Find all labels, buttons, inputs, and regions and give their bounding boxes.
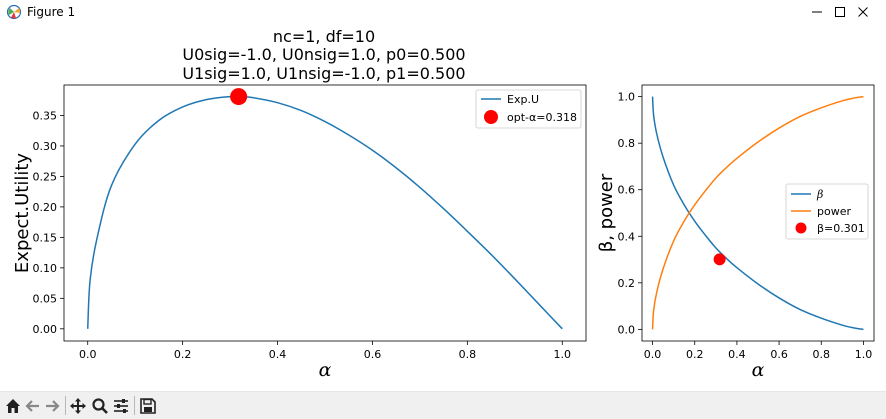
forward-button[interactable]: [41, 395, 63, 417]
legend-box-left: [475, 89, 582, 129]
x-tick-label: 0.6: [770, 348, 788, 361]
beta-marker: [713, 253, 726, 266]
title-bar: Figure 1: [0, 0, 886, 24]
y-tick-label: 0.35: [33, 109, 58, 122]
y-tick-label: 0.30: [33, 140, 58, 153]
y-tick-label: 0.05: [33, 292, 58, 305]
y-tick-label: 0.15: [33, 231, 58, 244]
toolbar-separator: [65, 396, 66, 415]
y-tick-label: 1.0: [618, 91, 636, 104]
figure-title-line-3: U1sig=1.0, U1nsig=-1.0, p1=0.500: [182, 64, 465, 83]
x-tick-label: 0.4: [269, 348, 287, 361]
zoom-button[interactable]: [89, 395, 111, 417]
legend-opt-alpha-label: opt-α=0.318: [507, 111, 577, 124]
exp-u-line: [86, 95, 563, 330]
save-button[interactable]: [137, 395, 159, 417]
x-tick-label: 0.8: [459, 348, 477, 361]
expected-utility-axes: 0.0 0.2 0.4 0.6 0.8 1.0 0.00 0.05 0.10 0.15 0.20 0.…: [12, 84, 587, 381]
opt-alpha-marker: [230, 88, 248, 106]
y-tick-label: 0.20: [33, 201, 58, 214]
pan-icon: [70, 398, 86, 414]
forward-icon: [46, 400, 60, 412]
beta-line: [651, 96, 864, 331]
x-axis-label-left: α: [319, 359, 332, 381]
x-tick-label: 0.0: [79, 348, 97, 361]
y-tick-label: 0.00: [33, 323, 58, 336]
zoom-icon: [92, 398, 108, 414]
navigation-toolbar: [0, 391, 886, 419]
close-icon: [858, 7, 868, 17]
y-tick-label: 0.4: [618, 230, 636, 243]
y-tick-label: 0.8: [618, 137, 636, 150]
save-icon: [140, 398, 156, 414]
configure-subplots-button[interactable]: [110, 395, 132, 417]
y-tick-label: 0.25: [33, 170, 58, 183]
x-tick-label: 1.0: [554, 348, 572, 361]
x-tick-label: 0.6: [364, 348, 382, 361]
x-axis-label-right: α: [752, 359, 765, 381]
x-tick-label: 0.2: [174, 348, 192, 361]
minimize-icon: [812, 11, 822, 13]
window-title: Figure 1: [27, 5, 76, 19]
legend-opt-alpha-swatch: [484, 110, 498, 124]
legend-power-label: power: [817, 205, 851, 218]
legend-box-right: [785, 183, 869, 240]
legend-beta-marker-label: β=0.301: [817, 222, 865, 235]
beta-power-axes: 0.0 0.2 0.4 0.6 0.8 1.0 0.0 0.2 0.4 0.6 0.8 1.0 α β…: [596, 84, 875, 381]
legend-exp-u-label: Exp.U: [507, 93, 539, 106]
figure-title-line-1: nc=1, df=10: [273, 27, 375, 46]
y-tick-label: 0.2: [618, 277, 636, 290]
y-tick-label: 0.0: [618, 323, 636, 336]
y-tick-label: 0.10: [33, 262, 58, 275]
minimize-button[interactable]: [794, 0, 840, 24]
legend-beta-label: β: [816, 188, 823, 201]
power-line: [651, 95, 864, 330]
figure-title-line-2: U0sig=-1.0, U0nsig=1.0, p0=0.500: [182, 45, 465, 64]
home-icon: [6, 399, 20, 413]
legend-left: Exp.U opt-α=0.318: [475, 89, 582, 129]
close-button[interactable]: [840, 0, 886, 24]
maximize-icon: [835, 7, 845, 17]
legend-beta-marker-swatch: [795, 222, 807, 234]
figure-svg: nc=1, df=10 U0sig=-1.0, U0nsig=1.0, p0=0…: [12, 27, 875, 381]
configure-subplots-icon: [114, 399, 128, 413]
x-tick-label: 0.8: [813, 348, 831, 361]
back-button[interactable]: [22, 395, 44, 417]
y-tick-label: 0.6: [618, 184, 636, 197]
figure-canvas[interactable]: nc=1, df=10 U0sig=-1.0, U0nsig=1.0, p0=0…: [0, 24, 886, 391]
y-axis-label-right: β, power: [596, 173, 617, 252]
home-button[interactable]: [2, 395, 24, 417]
x-tick-label: 0.2: [686, 348, 704, 361]
maximize-button[interactable]: [817, 0, 863, 24]
pan-button[interactable]: [67, 395, 89, 417]
x-tick-label: 0.0: [644, 348, 662, 361]
matplotlib-icon: [6, 4, 22, 20]
back-icon: [25, 400, 39, 412]
y-axis-label-left: Expect.Utility: [12, 153, 33, 273]
x-tick-label: 1.0: [855, 348, 873, 361]
legend-right: β power β=0.301: [785, 183, 869, 240]
toolbar-separator: [134, 396, 135, 415]
x-tick-label: 0.4: [728, 348, 746, 361]
